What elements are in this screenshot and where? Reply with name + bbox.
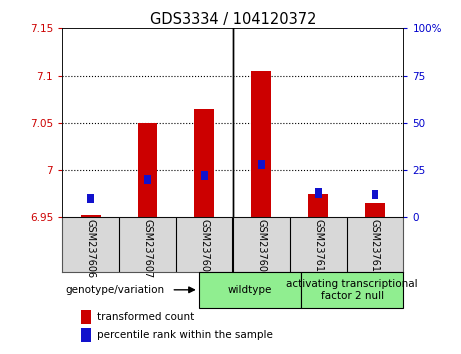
Bar (201, 171, 208, 181)
Bar (315, 188, 321, 198)
Text: GSM237607: GSM237607 (142, 219, 153, 278)
Bar (144, 175, 151, 184)
Bar (81, 216, 100, 217)
Text: GSM237609: GSM237609 (256, 219, 266, 278)
Text: wildtype: wildtype (228, 285, 272, 295)
Bar (372, 190, 378, 199)
Text: GSM237611: GSM237611 (370, 219, 380, 278)
Bar (87, 194, 94, 203)
Bar (251, 71, 271, 217)
Bar (81, 328, 90, 342)
Bar (199, 272, 301, 308)
Bar (258, 160, 265, 169)
Text: genotype/variation: genotype/variation (65, 285, 165, 295)
Text: percentile rank within the sample: percentile rank within the sample (97, 330, 272, 340)
Text: GSM237608: GSM237608 (199, 219, 209, 278)
Bar (81, 310, 90, 324)
Bar (195, 109, 214, 217)
Bar (137, 123, 158, 217)
Title: GDS3334 / 104120372: GDS3334 / 104120372 (149, 12, 316, 27)
Bar (308, 194, 328, 217)
Bar (365, 203, 385, 217)
Text: transformed count: transformed count (97, 312, 194, 322)
Text: GSM237610: GSM237610 (313, 219, 323, 278)
Text: activating transcriptional
factor 2 null: activating transcriptional factor 2 null (286, 279, 418, 301)
Bar (301, 272, 403, 308)
Text: GSM237606: GSM237606 (86, 219, 96, 278)
